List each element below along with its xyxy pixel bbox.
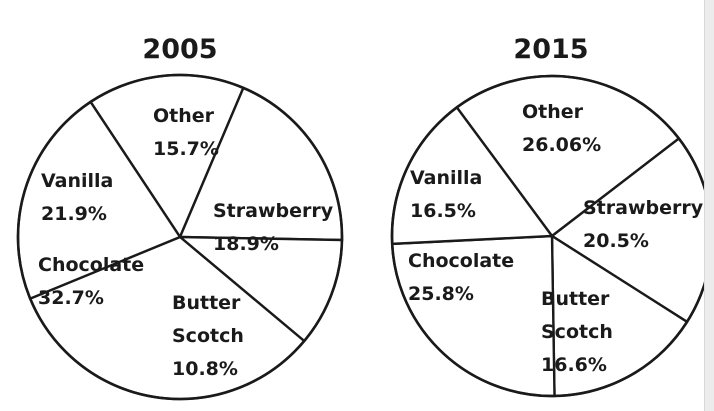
pie-2005: Other 15.7% Strawberry 18.9% Butter Scotch 10.… (16, 73, 344, 401)
slice-label-2005-other: Other 15.7% (153, 105, 219, 160)
slice-label-2015-butter-scotch: Butter Scotch 16.6% (541, 288, 613, 376)
slice-label-2015-strawberry: Strawberry 20.5% (583, 197, 704, 252)
slice-name-label: Scotch (172, 325, 244, 347)
slice-value-label: 16.5% (410, 200, 476, 222)
slice-name-label: Chocolate (408, 250, 514, 272)
slice-label-2015-other: Other 26.06% (522, 101, 601, 156)
slice-name-label: Vanilla (410, 167, 482, 189)
pie-2015: Other 26.06% Strawberry 20.5% Butter Scotch 16… (390, 74, 714, 398)
slice-label-2005-strawberry: Strawberry 18.9% (213, 200, 334, 255)
slice-value-label: 10.8% (172, 358, 238, 380)
slice-value-label: 21.9% (41, 203, 107, 225)
slice-name-label: Scotch (541, 321, 613, 343)
slice-name-label: Strawberry (583, 197, 704, 219)
slice-value-label: 32.7% (38, 287, 104, 309)
slice-name-label: Strawberry (213, 200, 334, 222)
slice-label-2005-butter-scotch: Butter Scotch 10.8% (172, 292, 244, 380)
slice-value-label: 16.6% (541, 354, 607, 376)
pie-outline-2005 (16, 73, 344, 401)
slice-value-label: 15.7% (153, 138, 219, 160)
slice-value-label: 18.9% (213, 233, 279, 255)
chart-title-2015: 2015 (513, 34, 588, 65)
slice-name-label: Other (522, 101, 584, 123)
slice-name-label: Butter (541, 288, 610, 310)
slice-label-2005-chocolate: Chocolate 32.7% (38, 254, 144, 309)
slice-label-2015-chocolate: Chocolate 25.8% (408, 250, 514, 305)
slice-value-label: 25.8% (408, 283, 474, 305)
slice-value-label: 20.5% (583, 230, 649, 252)
slice-name-label: Other (153, 105, 215, 127)
slice-name-label: Butter (172, 292, 241, 314)
slice-label-2015-vanilla: Vanilla 16.5% (410, 167, 482, 222)
slice-name-label: Vanilla (41, 170, 113, 192)
slice-value-label: 26.06% (522, 134, 601, 156)
window-edge (704, 0, 714, 411)
chart-title-2005: 2005 (142, 34, 217, 65)
slice-name-label: Chocolate (38, 254, 144, 276)
slice-label-2005-vanilla: Vanilla 21.9% (41, 170, 113, 225)
